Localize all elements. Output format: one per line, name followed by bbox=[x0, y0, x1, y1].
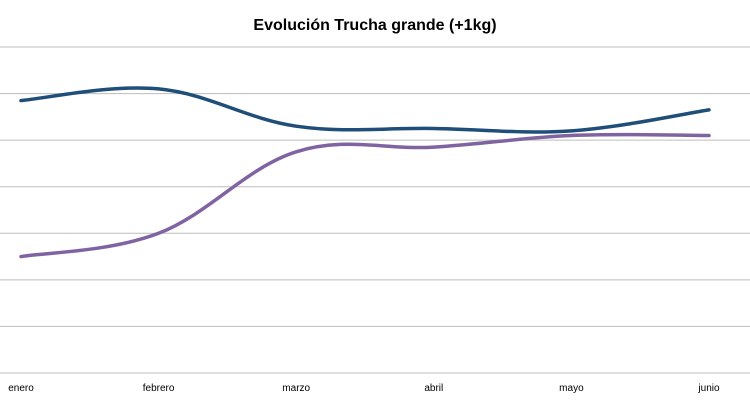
x-tick-label: junio bbox=[697, 383, 720, 394]
x-tick-label: febrero bbox=[143, 383, 175, 394]
chart-title: Evolución Trucha grande (+1kg) bbox=[253, 17, 496, 34]
series-lines bbox=[19, 86, 711, 259]
series-line-1 bbox=[19, 86, 711, 134]
series-line-2 bbox=[19, 132, 711, 259]
x-tick-label: abril bbox=[424, 383, 443, 394]
x-axis-tick-labels: enero febrero marzo abril mayo junio bbox=[8, 383, 720, 394]
x-tick-label: marzo bbox=[282, 383, 310, 394]
x-tick-label: enero bbox=[8, 383, 34, 394]
x-tick-label: mayo bbox=[559, 383, 584, 394]
gridlines bbox=[0, 46, 750, 374]
